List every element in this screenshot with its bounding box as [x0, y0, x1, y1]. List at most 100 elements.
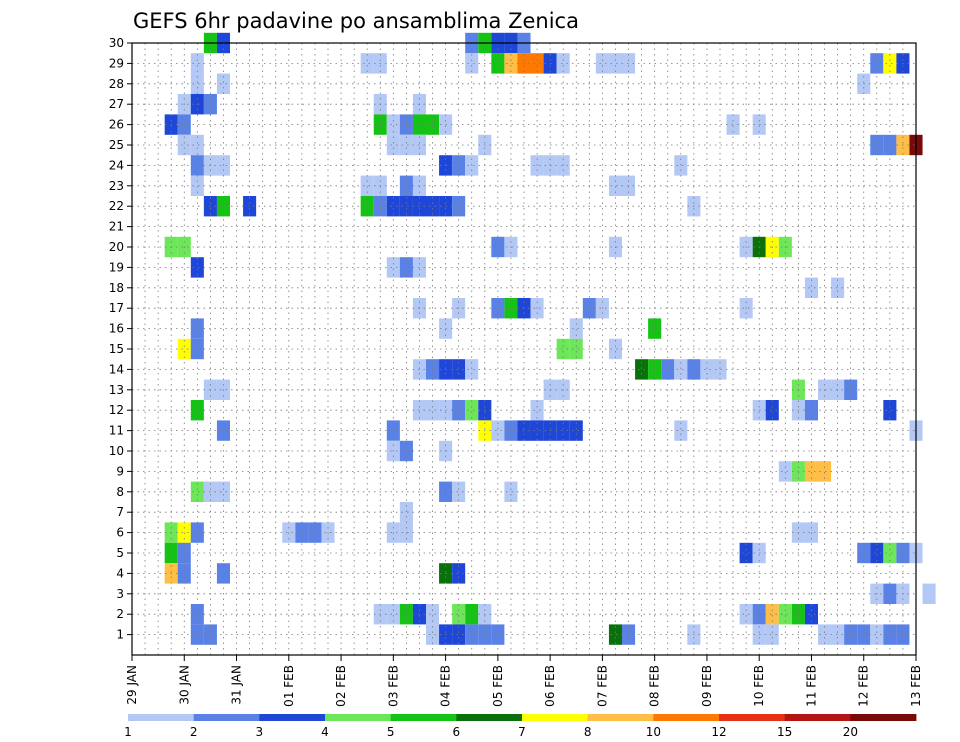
precip-cell [465, 624, 479, 645]
precip-cell [452, 400, 466, 421]
precip-cell [399, 196, 413, 217]
legend-swatch [522, 714, 589, 721]
precip-cell [491, 53, 505, 74]
precip-cell [713, 359, 727, 380]
precip-cell [399, 114, 413, 135]
y-tick-label: 4 [116, 566, 124, 580]
precip-cell [778, 604, 792, 625]
grid-lines [132, 42, 916, 655]
legend-label: 8 [584, 725, 592, 739]
precip-cell [399, 502, 413, 523]
precip-cell [818, 461, 832, 482]
y-tick-label: 8 [116, 485, 124, 499]
y-tick-label: 16 [109, 322, 124, 336]
precip-cell [216, 563, 230, 584]
precip-cell [177, 114, 191, 135]
precip-cell [399, 134, 413, 156]
x-tick-label: 04 FEB [439, 665, 453, 707]
precip-cell [883, 53, 897, 74]
precip-cell [726, 114, 740, 135]
precip-cell [399, 175, 413, 196]
precip-cell [530, 53, 544, 74]
legend-swatch [850, 714, 917, 721]
precip-cell [190, 481, 204, 502]
precip-cell [386, 196, 400, 217]
y-tick-label: 7 [116, 505, 124, 519]
precip-cell [386, 604, 400, 625]
legend-swatch [456, 714, 523, 721]
precip-cell [177, 542, 191, 564]
precip-cell [465, 604, 479, 625]
precip-cell [595, 53, 609, 74]
precip-cell [243, 196, 257, 217]
precip-cell [818, 624, 832, 645]
x-tick-label: 07 FEB [595, 665, 609, 707]
precip-cell [504, 481, 518, 502]
precip-cell [491, 624, 505, 645]
precip-cell [883, 134, 897, 156]
y-tick-label: 1 [116, 628, 124, 642]
precip-cell [530, 400, 544, 421]
y-tick-label: 29 [109, 56, 124, 70]
precip-cell [452, 359, 466, 380]
y-tick-label: 11 [109, 424, 124, 438]
x-tick-label: 08 FEB [648, 665, 662, 707]
x-tick-label: 02 FEB [334, 665, 348, 707]
precip-cell [216, 196, 230, 217]
legend-swatch [193, 714, 260, 721]
precip-cell [608, 624, 622, 645]
precip-cell [399, 604, 413, 625]
precip-cell [360, 196, 374, 217]
precip-cell [870, 134, 884, 156]
precip-cell [216, 73, 230, 94]
precip-cell [426, 400, 440, 421]
x-tick-label: 13 FEB [909, 665, 923, 707]
precip-cell [426, 114, 440, 135]
x-tick-label: 06 FEB [543, 665, 557, 707]
legend-label: 15 [777, 725, 792, 739]
y-tick-label: 26 [109, 118, 124, 132]
x-tick-label: 11 FEB [804, 665, 818, 707]
legend-label: 10 [646, 725, 661, 739]
legend-label: 12 [711, 725, 726, 739]
precip-cell [426, 196, 440, 217]
chart-title: GEFS 6hr padavine po ansamblima Zenica [133, 9, 579, 33]
precip-cell [360, 53, 374, 74]
precip-cell [569, 338, 583, 360]
precip-cell [190, 175, 204, 196]
precip-cell [360, 175, 374, 196]
y-tick-label: 14 [109, 362, 124, 376]
precip-cell [452, 196, 466, 217]
y-tick-label: 25 [109, 138, 124, 152]
y-tick-label: 28 [109, 77, 124, 91]
precip-cell [504, 53, 518, 74]
precip-cell [465, 53, 479, 74]
y-tick-label: 22 [109, 199, 124, 213]
precip-cell [465, 359, 479, 380]
precip-cell [569, 318, 583, 339]
legend-swatch [719, 714, 786, 721]
precip-cell [870, 624, 884, 645]
precip-cell [177, 338, 191, 360]
precip-cell [504, 420, 518, 441]
x-tick-label: 12 FEB [857, 665, 871, 707]
x-tick-label: 03 FEB [386, 665, 400, 707]
legend-label: 20 [843, 725, 858, 739]
precip-cell [399, 257, 413, 278]
precip-cell [765, 624, 779, 645]
precip-cell [622, 624, 636, 645]
precip-cell [452, 624, 466, 645]
precip-cell [556, 338, 570, 360]
precip-cell [883, 624, 897, 645]
precip-cell [190, 73, 204, 94]
x-tick-label: 05 FEB [491, 665, 505, 707]
y-tick-label: 18 [109, 281, 124, 295]
y-tick-label: 2 [116, 607, 124, 621]
y-tick-label: 17 [109, 301, 124, 315]
legend-swatch [587, 714, 654, 721]
precip-cell [190, 318, 204, 339]
legend-swatch [259, 714, 326, 721]
precip-cell [216, 420, 230, 441]
x-tick-label: 10 FEB [752, 665, 766, 707]
